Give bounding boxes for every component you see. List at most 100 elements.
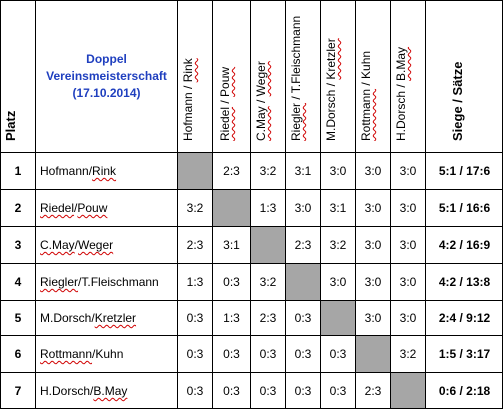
result-cell: 2:3 (177, 226, 212, 263)
diagonal-cell (390, 372, 425, 409)
player-name: Kuhn (359, 50, 373, 79)
player-name: M.Dorsch (324, 89, 338, 141)
player-name: Rink (181, 58, 195, 83)
player-name: T.Fleischmann (289, 15, 303, 94)
result-cell: 3:2 (250, 152, 285, 189)
name-separator: / (324, 79, 338, 90)
diagonal-cell (250, 226, 285, 263)
result-cell: 0:3 (177, 335, 212, 372)
player-name: Kretzler (324, 38, 338, 80)
name-separator: / (181, 82, 195, 93)
player-name: T.Fleischmann (81, 275, 159, 289)
player-name: Pouw (77, 201, 108, 215)
column-header: M.Dorsch / Kretzler (320, 0, 355, 152)
name-separator: / (78, 275, 82, 289)
name-separator: / (394, 80, 408, 91)
player-name: Rottmann (40, 347, 93, 361)
column-header-label: Rottmann / Kuhn (359, 51, 373, 141)
result-cell: 1:3 (212, 300, 250, 335)
column-header: Riegler / T.Fleischmann (285, 0, 320, 152)
diagonal-cell (212, 189, 250, 226)
player-name: H.Dorsch (40, 384, 91, 398)
team-name-cell: Hofmann / Rink (35, 152, 177, 189)
column-header: H.Dorsch / B.May (390, 0, 425, 152)
player-name: Rottmann (359, 88, 373, 141)
result-cell: 0:3 (285, 335, 320, 372)
column-header-label: Riegler / T.Fleischmann (289, 16, 303, 141)
name-separator: / (359, 78, 373, 89)
diagonal-cell (320, 300, 355, 335)
rank-cell: 5 (0, 300, 35, 335)
player-name: Riedel (217, 106, 232, 141)
player-name: B.May (93, 384, 128, 398)
result-cell: 3:0 (390, 189, 425, 226)
player-name: B.May (394, 46, 408, 81)
result-cell: 3:2 (390, 335, 425, 372)
score-cell: 4:2 / 16:9 (425, 226, 503, 263)
rank-cell: 1 (0, 152, 35, 189)
result-cell: 2:3 (212, 152, 250, 189)
result-cell: 3:0 (390, 300, 425, 335)
rank-cell: 4 (0, 263, 35, 300)
diagonal-cell (355, 335, 390, 372)
team-name-cell: M.Dorsch / Kretzler (35, 300, 177, 335)
name-separator: / (74, 201, 78, 215)
team-name-cell: H.Dorsch / B.May (35, 372, 177, 409)
column-header: C.May / Weger (250, 0, 285, 152)
player-name: Weger (78, 238, 114, 252)
name-separator: / (289, 93, 303, 103)
result-cell: 0:3 (212, 335, 250, 372)
rank-cell: 7 (0, 372, 35, 409)
result-cell: 3:0 (355, 300, 390, 335)
name-separator: / (217, 96, 232, 107)
team-name-cell: Riedel / Pouw (35, 189, 177, 226)
result-cell: 0:3 (177, 300, 212, 335)
result-cell: 2:3 (355, 372, 390, 409)
score-cell: 0:6 / 2:18 (425, 372, 503, 409)
player-name: M.Dorsch (40, 311, 92, 325)
result-cell: 0:3 (250, 335, 285, 372)
rank-cell: 6 (0, 335, 35, 372)
event-title-line: Doppel (86, 52, 127, 66)
diagonal-cell (285, 263, 320, 300)
column-header-label: Hofmann / Rink (181, 58, 195, 141)
rank-cell: 2 (0, 189, 35, 226)
result-cell: 3:0 (320, 152, 355, 189)
player-name: Pouw (217, 66, 232, 97)
result-cell: 3:0 (285, 189, 320, 226)
event-title-line: (17.10.2014) (72, 86, 141, 100)
player-name: Riedel (40, 201, 75, 215)
result-cell: 3:0 (355, 263, 390, 300)
result-cell: 0:3 (212, 263, 250, 300)
result-cell: 0:3 (212, 372, 250, 409)
column-header: Rottmann / Kuhn (355, 0, 390, 152)
result-cell: 0:3 (250, 372, 285, 409)
result-cell: 1:3 (250, 189, 285, 226)
score-cell: 2:4 / 9:12 (425, 300, 503, 335)
result-cell: 3:2 (320, 226, 355, 263)
result-cell: 3:0 (390, 263, 425, 300)
player-name: C.May (254, 106, 268, 141)
result-cell: 3:2 (250, 263, 285, 300)
column-header: Riedel / Pouw (212, 0, 250, 152)
name-separator: / (91, 311, 95, 325)
team-name-cell: Rottmann / Kuhn (35, 335, 177, 372)
team-name-cell: Riegler / T.Fleischmann (35, 263, 177, 300)
result-cell: 0:3 (320, 335, 355, 372)
player-name: H.Dorsch (394, 90, 408, 141)
column-header-label: M.Dorsch / Kretzler (324, 38, 338, 141)
result-cell: 0:3 (320, 372, 355, 409)
team-name-cell: C.May / Weger (35, 226, 177, 263)
player-name: Hofmann (40, 164, 89, 178)
result-cell: 3:0 (355, 152, 390, 189)
column-header-label: Riedel / Pouw (218, 67, 232, 141)
score-header-label: Siege / Sätze (449, 61, 465, 141)
result-cell: 0:3 (285, 372, 320, 409)
result-cell: 2:3 (285, 226, 320, 263)
result-cell: 3:1 (320, 189, 355, 226)
result-cell: 3:0 (390, 152, 425, 189)
name-separator: / (74, 238, 79, 252)
result-cell: 3:1 (212, 226, 250, 263)
result-cell: 3:0 (355, 226, 390, 263)
